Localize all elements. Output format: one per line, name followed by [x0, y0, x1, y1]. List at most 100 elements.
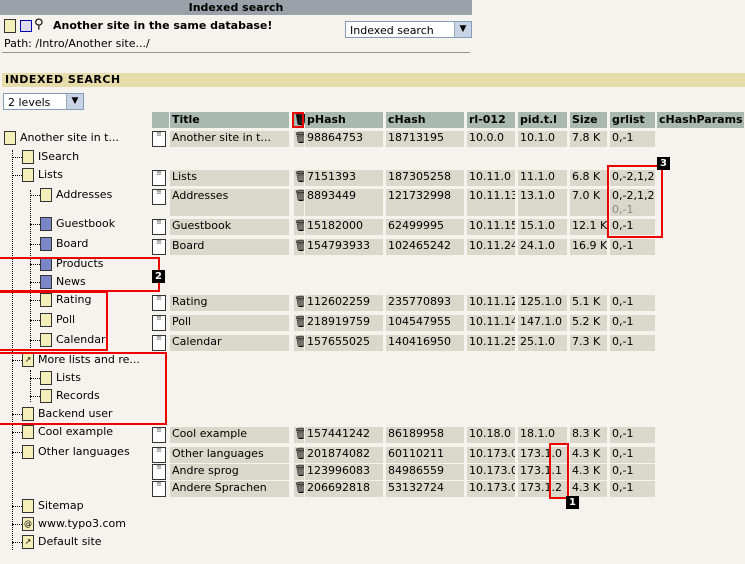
- delete-icon[interactable]: 🗑: [292, 295, 304, 311]
- cell-grlist: 0,-1: [610, 131, 655, 147]
- cell-grlist: 0,-1: [610, 447, 655, 463]
- module-select[interactable]: Indexed search ▼: [345, 21, 472, 38]
- tree-item[interactable]: Calendar: [30, 332, 105, 348]
- levels-select-value: 2 levels: [8, 96, 51, 109]
- cell-grlist: 0,-2,1,2: [610, 170, 655, 186]
- column-header-title[interactable]: Title: [170, 112, 289, 128]
- tree-item[interactable]: Other languages: [12, 444, 130, 460]
- delete-icon[interactable]: 🗑: [292, 447, 304, 463]
- cell-chash: 53132724: [386, 481, 464, 497]
- trash-all-icon[interactable]: 🗑: [292, 112, 308, 128]
- document-icon[interactable]: ≡: [152, 427, 166, 443]
- tree-item-label: ISearch: [38, 150, 80, 163]
- cell-spacer: [292, 170, 294, 186]
- cell-pid: 24.1.0: [518, 239, 567, 255]
- tree-item[interactable]: Records: [30, 388, 100, 404]
- tree-connector: [30, 300, 40, 301]
- tree-connector: [12, 157, 22, 158]
- page-icon: [40, 389, 52, 403]
- document-icon[interactable]: ≡: [152, 170, 166, 186]
- levels-select[interactable]: 2 levels ▼: [3, 93, 84, 110]
- tree-connector: [12, 452, 22, 453]
- document-icon[interactable]: ≡: [152, 219, 166, 235]
- document-icon[interactable]: ≡: [152, 481, 166, 497]
- tree-item[interactable]: Products: [30, 256, 104, 272]
- delete-icon[interactable]: 🗑: [292, 189, 304, 216]
- tree-item[interactable]: Poll: [30, 312, 75, 328]
- cell-phash: 206692818: [305, 481, 383, 497]
- tree-item-label: Products: [56, 257, 104, 270]
- cell-rl: 10.18.0: [467, 427, 515, 443]
- delete-icon[interactable]: 🗑: [292, 131, 304, 147]
- tree-item[interactable]: Addresses: [30, 187, 112, 203]
- page-icon: [22, 150, 34, 164]
- column-header-size[interactable]: Size: [570, 112, 607, 128]
- delete-icon[interactable]: 🗑: [292, 315, 304, 331]
- delete-icon[interactable]: 🗑: [292, 464, 304, 480]
- cell-grlist: 0,-1: [610, 481, 655, 497]
- cell-chash: 121732998: [386, 189, 464, 216]
- tree-item[interactable]: ISearch: [12, 149, 80, 165]
- tree-item[interactable]: @ www.typo3.com: [12, 516, 126, 532]
- annotation-box-2: [0, 257, 160, 292]
- cell-title: Lists: [170, 170, 289, 186]
- tree-item[interactable]: Rating: [30, 292, 91, 308]
- delete-icon[interactable]: 🗑: [292, 219, 304, 235]
- tree-connector: [12, 432, 22, 433]
- tree-connector: [12, 414, 22, 415]
- list-view-icon[interactable]: [20, 20, 32, 32]
- cell-title: Andere Sprachen: [170, 481, 289, 497]
- cell-title: Poll: [170, 315, 289, 331]
- document-icon[interactable]: ≡: [152, 239, 166, 255]
- document-icon[interactable]: ≡: [152, 131, 166, 147]
- cell-title: Guestbook: [170, 219, 289, 235]
- cell-size: 4.3 K: [570, 464, 607, 480]
- cell-grlist: 0,-1: [610, 315, 655, 331]
- tree-connector: [30, 320, 40, 321]
- cell-grlist: 0,-1: [610, 464, 655, 480]
- tree-item[interactable]: Board: [30, 236, 88, 252]
- delete-icon[interactable]: 🗑: [292, 239, 304, 255]
- cell-phash: 218919759: [305, 315, 383, 331]
- delete-icon[interactable]: 🗑: [292, 335, 304, 351]
- page-icon: [22, 407, 34, 421]
- tree-item[interactable]: News: [30, 274, 86, 290]
- tree-item[interactable]: Guestbook: [30, 216, 115, 232]
- document-icon[interactable]: ≡: [152, 335, 166, 351]
- annotation-box-subpages: [0, 291, 108, 351]
- document-icon[interactable]: ≡: [152, 295, 166, 311]
- tree-item[interactable]: Lists: [30, 370, 81, 386]
- column-header-chashparams[interactable]: cHashParams: [657, 112, 744, 128]
- window-title: Indexed search: [0, 0, 472, 15]
- cell-size: 12.1 K: [570, 219, 607, 235]
- column-header-grlist[interactable]: grlist: [610, 112, 655, 128]
- cell-rl: 10.173.0: [467, 447, 515, 463]
- document-icon[interactable]: ≡: [152, 464, 166, 480]
- tree-item[interactable]: ↗ More lists and re...: [12, 352, 140, 368]
- column-header-rl012[interactable]: rl-012: [467, 112, 515, 128]
- delete-icon[interactable]: 🗑: [292, 170, 304, 186]
- cell-rl: 10.11.125: [467, 295, 515, 311]
- tree-item[interactable]: Lists: [12, 167, 63, 183]
- tree-item[interactable]: ↗ Default site: [12, 534, 102, 550]
- column-header-pidtl[interactable]: pid.t.l: [518, 112, 567, 128]
- document-icon[interactable]: ≡: [152, 189, 166, 205]
- tree-connector: [30, 224, 40, 225]
- cell-pid: 18.1.0: [518, 427, 567, 443]
- delete-icon[interactable]: 🗑: [292, 427, 304, 443]
- search-icon[interactable]: ⚲: [34, 17, 44, 32]
- column-header-chash[interactable]: cHash: [386, 112, 464, 128]
- tree-item[interactable]: Another site in t...: [4, 130, 119, 146]
- tree-item[interactable]: Cool example: [12, 424, 113, 440]
- document-icon[interactable]: ≡: [152, 447, 166, 463]
- tree-item[interactable]: Backend user: [12, 406, 113, 422]
- cell-size: 8.3 K: [570, 427, 607, 443]
- tree-item[interactable]: Sitemap: [12, 498, 84, 514]
- cell-size: 7.3 K: [570, 335, 607, 351]
- cell-rl: 10.11.147: [467, 315, 515, 331]
- document-icon[interactable]: ≡: [152, 315, 166, 331]
- tree-item-label: News: [56, 275, 86, 288]
- column-header-phash[interactable]: pHash: [305, 112, 383, 128]
- delete-icon[interactable]: 🗑: [292, 481, 304, 497]
- page-icon: [4, 131, 16, 145]
